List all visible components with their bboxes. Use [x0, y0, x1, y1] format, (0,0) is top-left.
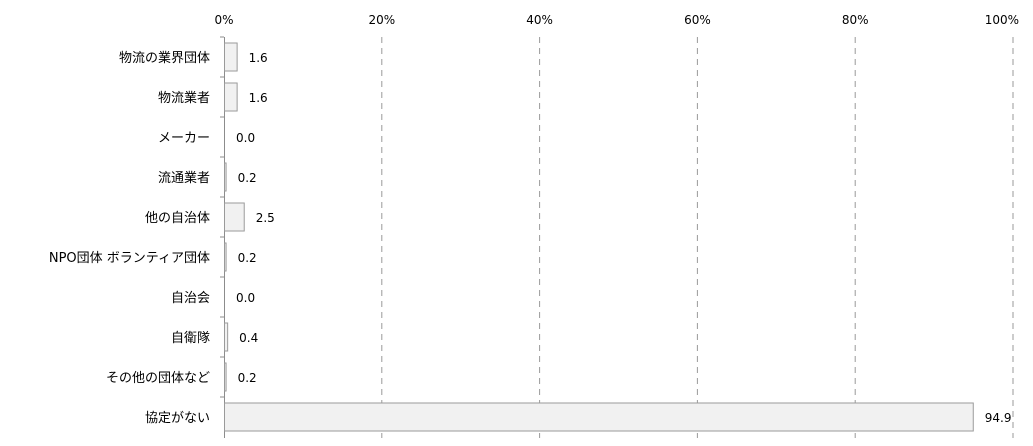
- bar: [224, 82, 238, 112]
- labels: 0% 20% 40% 60% 80% 100% 物流の業界団体 1.6 物流業者 1.6 メーカー 0…: [49, 13, 1019, 426]
- data-label: 0.2: [238, 171, 257, 185]
- data-label: 1.6: [249, 51, 268, 65]
- category-label: NPO団体 ボランティア団体: [49, 251, 210, 266]
- bars: [224, 42, 974, 432]
- bar: [224, 202, 245, 232]
- x-tick-label: 60%: [684, 13, 711, 27]
- bar: [224, 402, 974, 432]
- data-label: 1.6: [249, 91, 268, 105]
- bar: [224, 162, 227, 192]
- data-label: 94.9: [985, 411, 1012, 425]
- data-label: 2.5: [256, 211, 275, 225]
- x-tick-label: 0%: [214, 13, 233, 27]
- category-label: メーカー: [158, 131, 210, 146]
- bar: [224, 42, 238, 72]
- category-label: 物流業者: [158, 90, 210, 106]
- category-label: 物流の業界団体: [119, 50, 210, 66]
- bar: [224, 242, 227, 272]
- bar: [224, 322, 229, 352]
- category-label: 自治会: [171, 291, 210, 306]
- category-label: 流通業者: [158, 170, 210, 186]
- category-label: 他の自治体: [145, 211, 210, 226]
- data-label: 0.0: [236, 131, 255, 145]
- gridlines: [220, 36, 1014, 438]
- data-label: 0.2: [238, 371, 257, 385]
- x-tick-label: 100%: [985, 13, 1019, 27]
- x-tick-label: 20%: [368, 13, 395, 27]
- category-label: 協定がない: [145, 411, 210, 426]
- bar: [224, 362, 227, 392]
- data-label: 0.4: [239, 331, 258, 345]
- x-tick-label: 80%: [842, 13, 869, 27]
- category-label: その他の団体など: [106, 371, 210, 386]
- x-tick-label: 40%: [526, 13, 553, 27]
- category-label: 自衛隊: [171, 330, 210, 346]
- data-label: 0.2: [238, 251, 257, 265]
- data-label: 0.0: [236, 291, 255, 305]
